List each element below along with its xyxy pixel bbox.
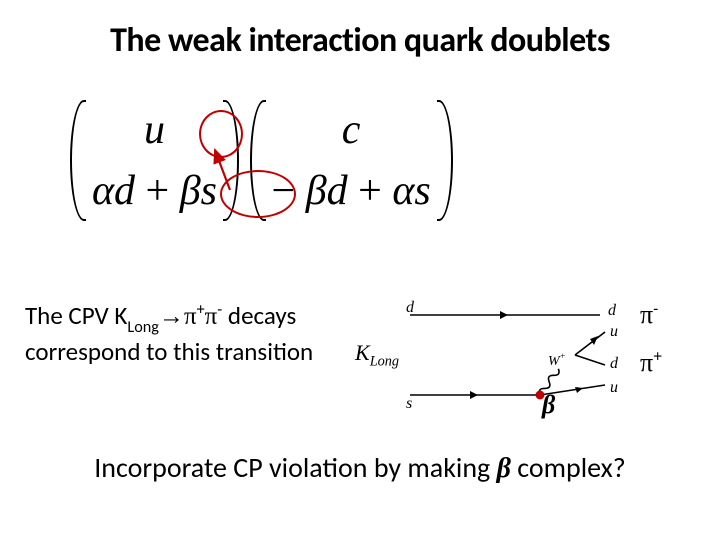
feyn-W: W+ [548,351,566,369]
pi-minus-sup: - [653,300,658,317]
quark-doublets: u αd + βs c − βd + αs [70,100,453,221]
beta-vertex-label: β [542,390,555,420]
m2-minus: − [272,168,306,214]
caption-pi2: π [205,303,218,330]
m2-alpha: α [392,168,414,214]
m2-d: d [327,168,348,214]
footer-beta: β [497,453,511,484]
caption-text-b: decays [222,300,296,331]
m1-beta: β [180,168,201,214]
footer-a: Incorporate CP violation by making [94,450,496,485]
pi-plus-sup: + [653,348,662,365]
caption-pi1: π [184,303,197,330]
m2-plus: + [348,168,393,214]
m1-alpha: α [92,168,114,214]
m2-top: c [342,107,361,153]
feyn-d-tr: d [608,302,617,319]
m1-top: u [144,107,165,153]
doublet-2: c − βd + αs [250,100,453,221]
m1-d: d [114,168,135,214]
klong-K: K [355,340,370,365]
footer-b: complex? [511,450,626,485]
caption-piplus: + [197,301,205,320]
doublet-1: u αd + βs [70,100,239,221]
feynman-diagram: d s d u d u W+ [380,300,680,450]
feyn-d-tl: d [406,300,415,316]
pi-plus-label: π+ [640,348,662,378]
m2-beta: β [306,168,327,214]
feyn-u-tr: u [610,323,618,340]
caption-klong-sub: Long [127,318,159,337]
slide-title: The weak interaction quark doublets [0,20,720,61]
feyn-s-bl: s [406,395,412,412]
caption-arrow-icon: → [159,303,184,330]
m1-bottom: αd + βs [84,161,225,222]
slide-root: The weak interaction quark doublets u αd… [0,0,720,540]
feyn-d-br: d [610,355,619,372]
pi-minus-sym: π [640,300,653,329]
pi-minus-label: π- [640,300,658,330]
decay-caption: The CPV KLong→π+π- decays correspond to … [25,300,365,368]
m2-bottom: − βd + αs [264,161,439,222]
m1-plus: + [135,168,180,214]
footer-question: Incorporate CP violation by making β com… [0,450,720,485]
feyn-u-br: u [610,379,618,396]
caption-line2: correspond to this transition [25,336,313,367]
caption-text-a: The CPV K [25,300,127,331]
m2-s: s [414,168,430,214]
m1-s: s [201,168,217,214]
pi-plus-sym: π [640,348,653,377]
